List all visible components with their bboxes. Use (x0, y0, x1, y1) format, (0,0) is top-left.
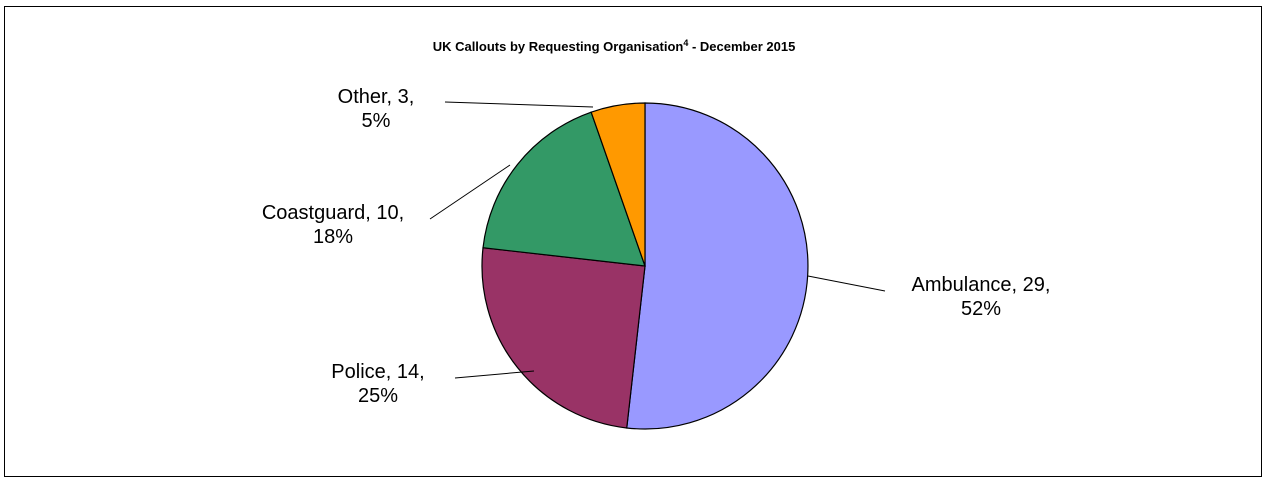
pie-slice-ambulance (626, 102, 809, 430)
data-label-percent: 5% (362, 110, 391, 132)
pie-slice-police (481, 247, 646, 429)
data-label-percent: 18% (313, 226, 353, 248)
data-label-ambulance: Ambulance, 29, 52% (912, 274, 1051, 320)
leader-line-ambulance (807, 275, 886, 292)
data-label-name-value: Ambulance, 29, (912, 274, 1051, 296)
data-label-name-value: Police, 14, (331, 361, 424, 383)
data-label-police: Police, 14, 25% (331, 361, 424, 407)
leader-line-coastguard (429, 164, 511, 220)
pie-slice-other (590, 102, 646, 267)
data-labels: Ambulance, 29, 52% Police, 14, 25% Coastguar… (262, 86, 1051, 407)
data-label-name-value: Other, 3, (338, 86, 415, 108)
data-label-percent: 52% (961, 298, 1001, 320)
leader-lines (429, 101, 886, 379)
data-label-coastguard: Coastguard, 10, 18% (262, 202, 404, 248)
data-label-other: Other, 3, 5% (338, 86, 415, 132)
chart-title-main: UK Callouts by Requesting Organisation (433, 39, 684, 54)
data-label-name-value: Coastguard, 10, (262, 202, 404, 224)
leader-line-other (444, 101, 594, 108)
data-label-percent: 25% (358, 385, 398, 407)
leader-line-police (454, 370, 535, 379)
chart-title: UK Callouts by Requesting Organisation4 … (433, 38, 796, 54)
pie-slices (481, 102, 809, 430)
chart-title-suffix: - December 2015 (688, 39, 795, 54)
chart-title-superscript: 4 (683, 38, 688, 48)
